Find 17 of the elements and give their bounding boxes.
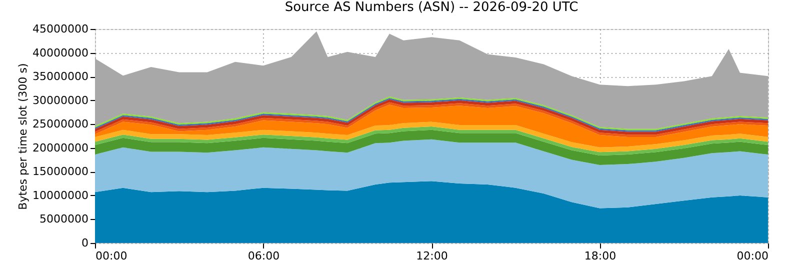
- x-tick-label: 00:00: [96, 250, 128, 262]
- y-tick-label: 30000000: [32, 94, 88, 107]
- x-tick-label: 06:00: [248, 250, 280, 262]
- y-tick-label: 35000000: [32, 70, 88, 84]
- y-tick-label: 10000000: [32, 188, 88, 202]
- chart-title: Source AS Numbers (ASN) -- 2026-09-20 UTC: [284, 0, 578, 15]
- y-tick-label: 0: [82, 236, 88, 250]
- y-tick-label: 40000000: [32, 46, 88, 60]
- x-tick-label: 18:00: [584, 250, 616, 262]
- y-axis-title: Bytes per time slot (300 s): [16, 63, 30, 210]
- x-tick-label: 12:00: [416, 250, 448, 262]
- y-tick-label: 5000000: [40, 212, 88, 226]
- x-tick-label: 00:00: [736, 250, 768, 262]
- y-tick-label: 15000000: [32, 165, 88, 178]
- y-tick-label: 45000000: [32, 22, 88, 36]
- y-tick-label: 25000000: [32, 118, 88, 131]
- y-tick-label: 20000000: [32, 141, 88, 154]
